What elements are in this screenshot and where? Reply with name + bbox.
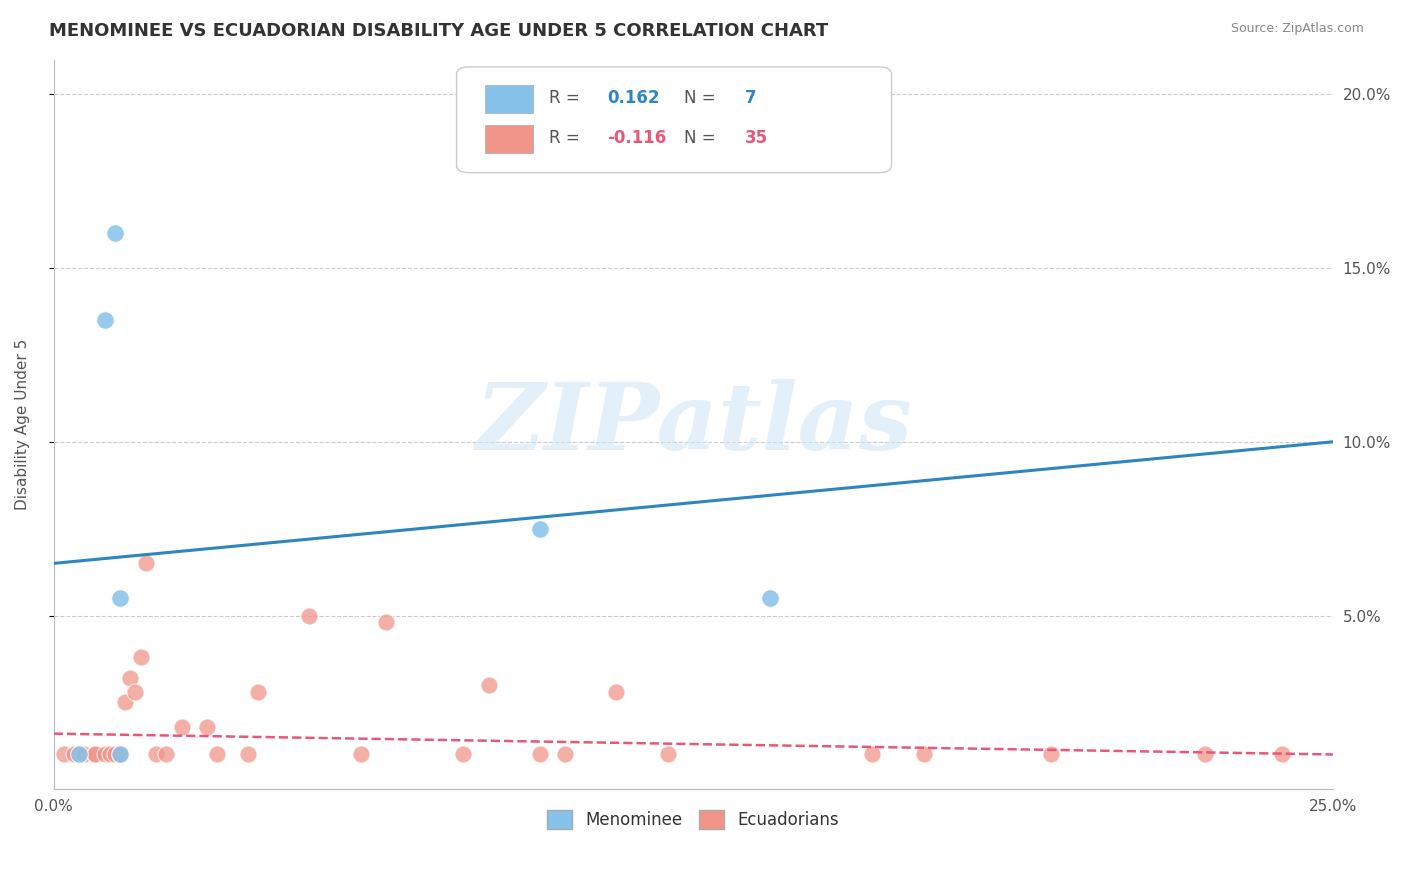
Point xyxy=(83,747,105,762)
Point xyxy=(145,747,167,762)
Point xyxy=(554,747,576,762)
Text: Source: ZipAtlas.com: Source: ZipAtlas.com xyxy=(1230,22,1364,36)
Point xyxy=(83,747,105,762)
Point xyxy=(114,695,136,709)
Point xyxy=(98,747,121,762)
Point xyxy=(247,685,270,699)
Point xyxy=(135,557,157,571)
FancyBboxPatch shape xyxy=(485,125,533,153)
Point xyxy=(529,747,551,762)
Point xyxy=(195,720,218,734)
Point xyxy=(298,608,321,623)
Point xyxy=(236,747,259,762)
Point xyxy=(451,747,474,762)
Point xyxy=(155,747,177,762)
Point xyxy=(477,678,499,692)
Point xyxy=(605,685,627,699)
Point xyxy=(657,747,679,762)
Text: R =: R = xyxy=(548,129,585,147)
FancyBboxPatch shape xyxy=(485,85,533,113)
Text: -0.116: -0.116 xyxy=(607,129,666,147)
Y-axis label: Disability Age Under 5: Disability Age Under 5 xyxy=(15,339,30,510)
Point xyxy=(860,747,883,762)
Point xyxy=(350,747,373,762)
Point xyxy=(104,747,127,762)
Point xyxy=(207,747,229,762)
Point xyxy=(1271,747,1294,762)
Point xyxy=(108,591,131,606)
FancyBboxPatch shape xyxy=(457,67,891,173)
Text: N =: N = xyxy=(685,89,721,107)
Text: N =: N = xyxy=(685,129,721,147)
Text: 0.162: 0.162 xyxy=(607,89,659,107)
Text: MENOMINEE VS ECUADORIAN DISABILITY AGE UNDER 5 CORRELATION CHART: MENOMINEE VS ECUADORIAN DISABILITY AGE U… xyxy=(49,22,828,40)
Text: ZIPatlas: ZIPatlas xyxy=(475,379,911,469)
Point xyxy=(63,747,86,762)
Point xyxy=(67,747,90,762)
Legend: Menominee, Ecuadorians: Menominee, Ecuadorians xyxy=(540,803,846,836)
Text: 7: 7 xyxy=(744,89,756,107)
Point xyxy=(129,650,152,665)
Point xyxy=(759,591,782,606)
Point xyxy=(104,227,127,241)
Point xyxy=(108,747,131,762)
Point xyxy=(529,522,551,536)
Point xyxy=(1040,747,1063,762)
Point xyxy=(1194,747,1216,762)
Point xyxy=(912,747,935,762)
Point xyxy=(52,747,75,762)
Text: R =: R = xyxy=(548,89,585,107)
Point xyxy=(375,615,398,630)
Point xyxy=(73,747,96,762)
Point xyxy=(108,747,131,762)
Point xyxy=(94,747,117,762)
Point xyxy=(170,720,193,734)
Point xyxy=(124,685,146,699)
Text: 35: 35 xyxy=(744,129,768,147)
Point xyxy=(120,671,142,685)
Point xyxy=(94,313,117,327)
